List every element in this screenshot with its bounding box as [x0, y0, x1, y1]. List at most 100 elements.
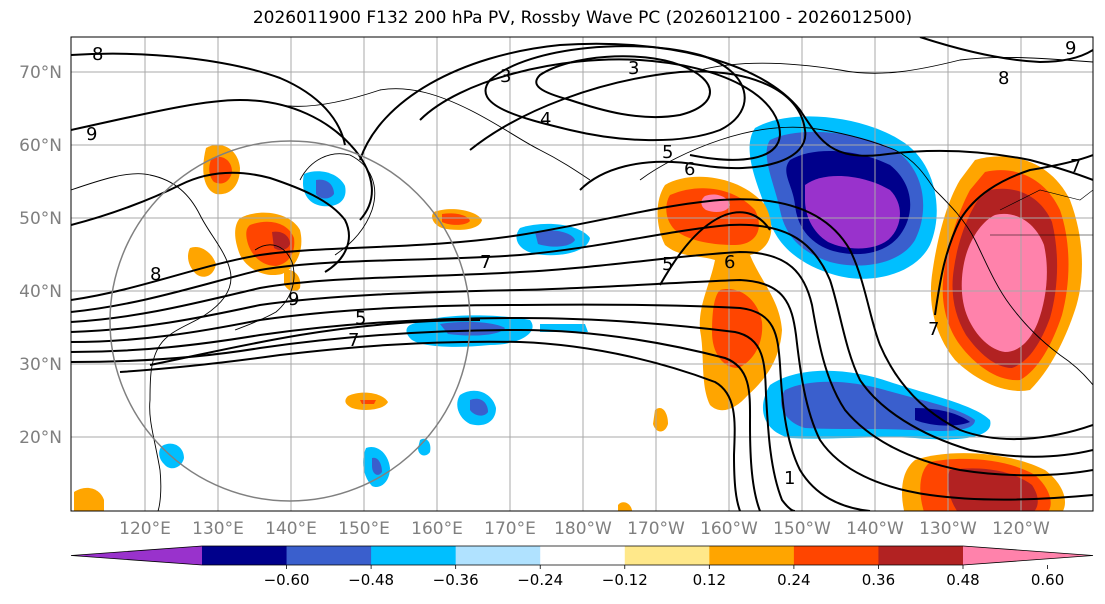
positive-anomaly-central-pacific [712, 289, 763, 368]
pv-contour [71, 250, 1093, 477]
coastline-asia [71, 173, 232, 511]
pv-contour [71, 316, 796, 511]
latitude-labels: 70°N 60°N 50°N 40°N 30°N 20°N [19, 63, 62, 448]
contour-label: 8 [998, 68, 1009, 89]
negative-anomaly-subtropics [915, 408, 970, 426]
coastline-siberia [279, 88, 591, 181]
longitude-label: 160°W [700, 519, 758, 539]
longitude-label: 150°E [338, 519, 390, 539]
colorbar-segment [793, 546, 879, 565]
contour-label: 7 [928, 319, 939, 340]
negative-anomaly-gulf-alaska [805, 175, 900, 249]
colorbar-segment [878, 546, 964, 565]
coastlines [71, 56, 1093, 511]
longitude-label: 140°E [265, 519, 317, 539]
coastline-alaska [639, 126, 936, 191]
negative-anomaly-small [535, 230, 575, 247]
colorbar-extend-high [963, 546, 1093, 565]
latitude-label: 30°N [19, 355, 62, 375]
contour-label: 9 [86, 124, 97, 145]
positive-anomaly-small [653, 407, 668, 432]
longitude-label: 160°E [411, 519, 463, 539]
contour-labels: 8 9 3 3 4 5 6 7 5 6 8 9 5 7 1 7 9 8 7 [86, 38, 1081, 489]
contour-label: 9 [288, 289, 299, 310]
colorbar-segment [371, 546, 457, 565]
longitude-label: 120°W [992, 519, 1050, 539]
latitude-label: 70°N [19, 63, 62, 83]
pv-contour [484, 45, 746, 142]
pv-contour [71, 303, 871, 511]
colorbar-tick-label: 0.24 [777, 571, 810, 589]
latitude-label: 40°N [19, 282, 62, 302]
longitude-label: 180°W [554, 519, 612, 539]
longitude-labels: 120°E 130°E 140°E 150°E 160°E 170°E 180°W 170°W… [119, 519, 1050, 539]
colorbar-tick-label: 0.48 [946, 571, 979, 589]
colorbar-tick-label: 0.60 [1031, 571, 1064, 589]
positive-anomaly-small [74, 487, 104, 511]
pv-contour [359, 42, 1093, 181]
map-gridlines [71, 37, 1093, 511]
contour-label: 7 [1070, 156, 1081, 177]
map-frame [70, 36, 1094, 512]
colorbar-segment [624, 546, 710, 565]
pv-contour [71, 278, 1093, 501]
longitude-label: 130°W [919, 519, 977, 539]
pv-contour [934, 154, 1093, 316]
pv-contour [469, 70, 807, 191]
negative-anomaly-small [470, 398, 488, 416]
contour-label: 3 [628, 58, 639, 79]
latitude-label: 20°N [19, 428, 62, 448]
coastline-north-america [934, 189, 1093, 386]
pv-contour [919, 37, 1093, 64]
positive-anomaly-west-america [961, 213, 1047, 352]
longitude-label: 150°W [773, 519, 831, 539]
longitude-label: 140°W [846, 519, 904, 539]
longitude-label: 130°E [192, 519, 244, 539]
colorbar-tick-label: −0.48 [348, 571, 394, 589]
latitude-label: 50°N [19, 209, 62, 229]
pv-contour [71, 328, 761, 511]
highlight-circle [109, 140, 471, 502]
contour-label: 4 [540, 109, 551, 130]
contour-label: 5 [662, 254, 673, 275]
longitude-label: 170°E [484, 519, 536, 539]
colorbar-tick-label: −0.12 [602, 571, 648, 589]
pv-contours [71, 37, 1093, 511]
colorbar-tick-label: 0.36 [862, 571, 895, 589]
colorbar-tick-label: −0.60 [264, 571, 310, 589]
pv-contour [419, 58, 782, 161]
contour-label: 6 [724, 252, 735, 273]
pv-contour [71, 52, 346, 146]
pv-contour [119, 340, 741, 511]
contour-label: 9 [1065, 38, 1076, 59]
pv-contour [71, 171, 350, 273]
pv-contour [535, 55, 711, 119]
colorbar: −0.60 −0.48 −0.36 −0.24 −0.12 0.12 0.24 0.36 0.4… [70, 545, 1094, 589]
pv-contour [71, 198, 1093, 441]
pv-contour [71, 98, 373, 221]
positive-anomaly-sakhalin [209, 156, 232, 184]
colorbar-segment [202, 546, 288, 565]
colorbar-segment [709, 546, 795, 565]
coastline-kamchatka [299, 153, 376, 256]
positive-anomaly-small [618, 502, 632, 511]
border-canada-us [999, 189, 1093, 211]
negative-anomaly-band [440, 321, 505, 336]
negative-anomaly-small [418, 438, 431, 456]
colorbar-segment [286, 546, 372, 565]
contour-label: 7 [480, 252, 491, 273]
map-title: 2026011900 F132 200 hPa PV, Rossby Wave … [252, 8, 913, 28]
coastline-arctic [699, 56, 1093, 74]
colorbar-outline [70, 545, 1094, 566]
colorbar-extend-low [71, 546, 202, 565]
positive-anomaly-small [284, 269, 301, 292]
pv-anomaly-shading [74, 116, 1082, 511]
contour-label: 1 [784, 468, 795, 489]
positive-anomaly-small [360, 400, 376, 404]
colorbar-tick-label: −0.36 [433, 571, 479, 589]
contour-label: 8 [92, 44, 103, 65]
colorbar-tick-label: 0.12 [693, 571, 726, 589]
pv-contour [149, 319, 481, 366]
pv-contour [659, 211, 771, 286]
